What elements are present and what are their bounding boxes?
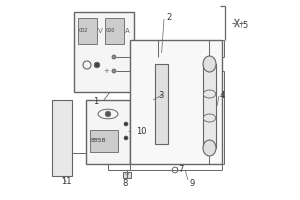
Text: 002: 002	[79, 28, 88, 33]
Bar	[78, 18, 97, 44]
Ellipse shape	[203, 90, 216, 98]
Text: 10: 10	[136, 127, 146, 136]
Bar	[123, 172, 131, 178]
Bar	[90, 130, 118, 152]
Circle shape	[94, 62, 100, 68]
Text: 8: 8	[122, 178, 128, 188]
Bar	[155, 64, 168, 144]
Text: 11: 11	[61, 176, 71, 186]
Text: V: V	[98, 28, 102, 34]
Text: 4: 4	[220, 92, 225, 100]
Bar	[130, 40, 222, 164]
Text: A: A	[124, 28, 129, 34]
Ellipse shape	[203, 56, 216, 72]
Text: Ψ: Ψ	[125, 172, 129, 178]
Text: 2: 2	[166, 12, 171, 21]
Ellipse shape	[203, 114, 216, 122]
Text: +: +	[103, 68, 109, 74]
Text: 5: 5	[242, 21, 247, 30]
Text: 3: 3	[158, 90, 164, 99]
Text: 8858: 8858	[91, 138, 106, 144]
Text: 7: 7	[178, 164, 183, 173]
Circle shape	[112, 69, 116, 73]
Text: 1: 1	[93, 98, 98, 106]
Bar	[74, 12, 134, 92]
Bar	[203, 64, 216, 148]
Bar	[52, 100, 72, 176]
Circle shape	[124, 136, 128, 140]
Text: 9: 9	[190, 180, 195, 188]
Ellipse shape	[203, 140, 216, 156]
Circle shape	[105, 111, 111, 117]
Text: 000: 000	[106, 28, 116, 33]
Bar	[86, 100, 130, 164]
Circle shape	[124, 122, 128, 126]
Circle shape	[112, 55, 116, 59]
Bar	[105, 18, 124, 44]
